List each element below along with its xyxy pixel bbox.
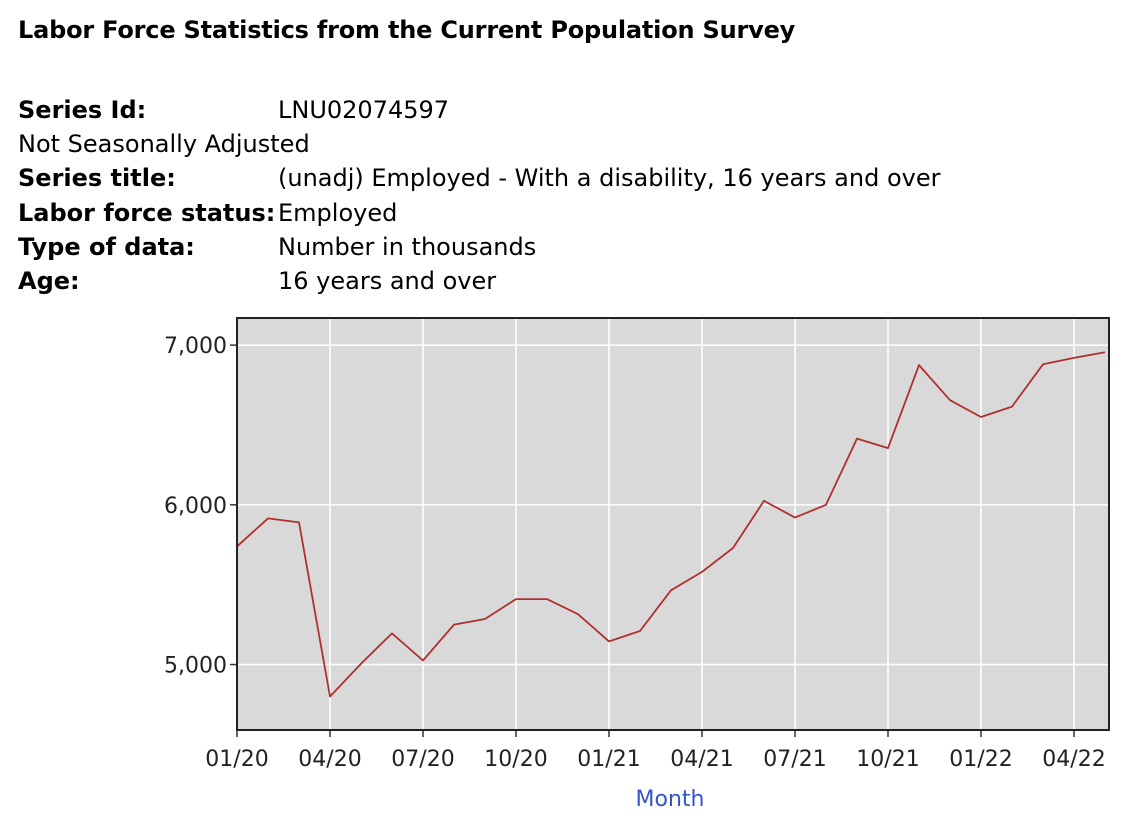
labor-force-status-label: Labor force status: [18, 198, 276, 227]
series-id-label: Series Id: [18, 96, 147, 124]
page-title: Labor Force Statistics from the Current … [18, 16, 796, 44]
x-tick-label: 01/21 [577, 747, 640, 772]
adjustment-text: Not Seasonally Adjusted [18, 130, 310, 159]
x-tick-label: 07/21 [763, 747, 826, 772]
plot-frame [236, 317, 1110, 731]
plot-background [237, 318, 1109, 730]
tick-labels: 01/20 04/20 07/20 10/20 01/21 04/21 07/21 10/21… [164, 334, 1106, 772]
x-tick-label: 04/20 [298, 747, 361, 772]
series-id-value: LNU02074597 [278, 96, 450, 124]
labor-force-status-value: Employed [278, 198, 398, 227]
series-layer [236, 351, 1106, 698]
axis-ticks [230, 344, 1075, 737]
series-line [236, 351, 1106, 698]
y-tick-label: 7,000 [164, 334, 227, 359]
x-tick-label: 07/20 [391, 747, 454, 772]
x-tick-label: 04/22 [1042, 747, 1105, 772]
series-title-value: (unadj) Employed - With a disability, 16… [278, 164, 941, 193]
x-tick-label: 10/21 [856, 747, 919, 772]
x-axis-title: Month [636, 787, 705, 812]
y-tick-label: 6,000 [164, 494, 227, 519]
type-of-data-label: Type of data: [18, 232, 195, 261]
x-tick-label: 10/20 [484, 747, 547, 772]
type-of-data-value: Number in thousands [278, 232, 537, 261]
series-title-label: Series title: [18, 164, 176, 193]
x-tick-label: 01/20 [205, 747, 268, 772]
x-tick-label: 04/21 [670, 747, 733, 772]
y-tick-label: 5,000 [164, 654, 227, 679]
x-tick-label: 01/22 [949, 747, 1012, 772]
age-value: 16 years and over [278, 266, 497, 295]
age-label: Age: [18, 266, 80, 295]
